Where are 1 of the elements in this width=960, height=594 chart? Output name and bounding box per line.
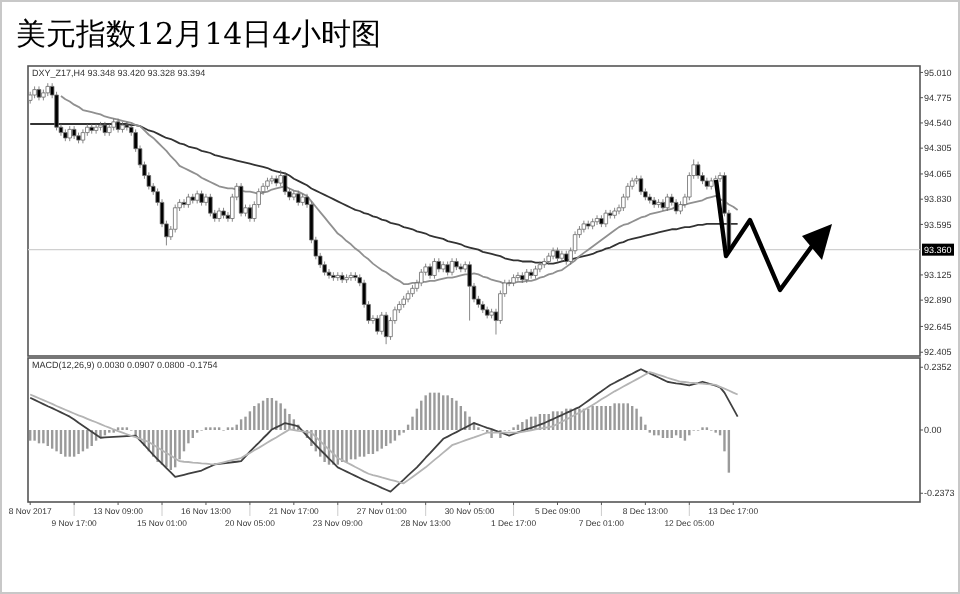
chart-title: 美元指数12月14日4小时图 [16,16,382,52]
